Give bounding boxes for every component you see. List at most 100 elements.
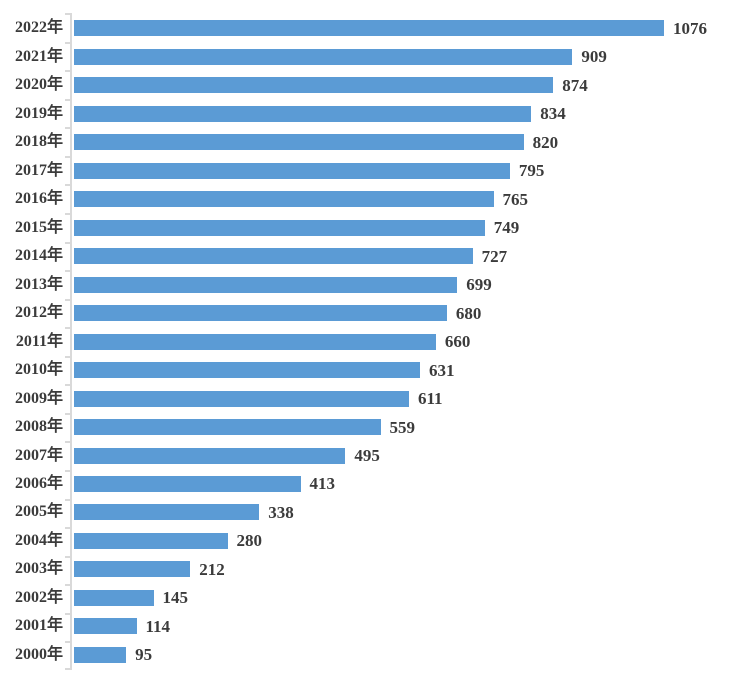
value-label: 1076 <box>673 18 707 38</box>
axis-tick <box>65 470 70 472</box>
bar-row: 2017年 795 <box>0 156 750 184</box>
axis-tick <box>65 70 70 72</box>
bar <box>74 134 524 151</box>
value-label: 909 <box>581 47 607 67</box>
plot-area: 145 <box>63 584 750 612</box>
bar <box>74 618 137 635</box>
bar-row: 2013年 699 <box>0 270 750 298</box>
bar <box>74 504 260 521</box>
bar <box>74 333 436 350</box>
bar <box>74 305 447 322</box>
value-label: 699 <box>466 275 492 295</box>
value-label: 559 <box>389 417 416 437</box>
plot-area: 834 <box>63 99 750 127</box>
plot-area: 749 <box>63 213 750 241</box>
bar-row: 2018年 820 <box>0 128 750 156</box>
bar <box>74 219 485 236</box>
axis-tick <box>65 668 70 670</box>
bar-row: 2014年 727 <box>0 242 750 270</box>
axis-tick <box>65 613 70 615</box>
bar <box>74 20 664 37</box>
category-label: 2015年 <box>14 218 63 236</box>
bar <box>74 77 554 94</box>
value-label: 749 <box>493 218 520 238</box>
value-label: 834 <box>540 104 566 124</box>
axis-tick <box>65 156 70 158</box>
bar <box>74 447 346 464</box>
category-label: 2007年 <box>14 446 63 464</box>
bar-row: 2005年 338 <box>0 498 750 526</box>
category-label: 2009年 <box>14 389 63 407</box>
axis-tick <box>65 527 70 529</box>
bar-row: 2016年 765 <box>0 185 750 213</box>
plot-area: 795 <box>63 156 750 184</box>
bar-row: 2002年 145 <box>0 584 750 612</box>
category-label: 2008年 <box>14 418 63 436</box>
axis-tick <box>65 13 70 15</box>
bar <box>74 475 301 492</box>
bar <box>74 561 191 578</box>
plot-area: 909 <box>63 42 750 70</box>
value-label: 874 <box>562 75 588 95</box>
value-label: 495 <box>354 446 380 465</box>
value-label: 114 <box>145 616 171 636</box>
axis-tick <box>65 99 70 101</box>
axis-tick <box>65 356 70 358</box>
bar-row: 2000年 95 <box>0 641 750 669</box>
plot-area: 874 <box>63 71 750 99</box>
bar <box>74 276 458 293</box>
plot-area: 631 <box>63 356 750 384</box>
value-label: 795 <box>518 161 545 181</box>
bar-row: 2022年 1076 <box>0 14 750 42</box>
plot-area: 559 <box>63 413 750 441</box>
axis-tick <box>65 556 70 558</box>
value-label: 280 <box>236 531 263 551</box>
bar-row: 2007年 495 <box>0 441 750 469</box>
category-label: 2001年 <box>14 617 63 635</box>
bar-row: 2015年 749 <box>0 213 750 241</box>
axis-tick <box>65 499 70 501</box>
plot-area: 212 <box>63 555 750 583</box>
value-label: 727 <box>481 246 508 266</box>
bar <box>74 362 420 379</box>
bar <box>74 191 494 208</box>
category-label: 2021年 <box>14 47 63 65</box>
axis-tick <box>65 299 70 301</box>
bar <box>74 48 573 65</box>
bar <box>74 532 228 549</box>
plot-area: 495 <box>63 441 750 469</box>
category-label: 2010年 <box>14 361 63 379</box>
axis-tick <box>65 42 70 44</box>
plot-area: 95 <box>63 641 750 669</box>
bar-row: 2011年 660 <box>0 327 750 355</box>
y-axis-line <box>65 13 72 670</box>
category-label: 2003年 <box>14 560 63 578</box>
bar-row: 2003年 212 <box>0 555 750 583</box>
bar-row: 2006年 413 <box>0 470 750 498</box>
value-label: 820 <box>532 132 559 152</box>
plot-area: 765 <box>63 185 750 213</box>
value-label: 95 <box>135 645 153 665</box>
plot-area: 660 <box>63 327 750 355</box>
value-label: 338 <box>268 502 294 522</box>
plot-area: 611 <box>63 384 750 412</box>
bar <box>74 162 510 179</box>
axis-tick <box>65 641 70 643</box>
axis-tick <box>65 413 70 415</box>
axis-tick <box>65 270 70 272</box>
value-label: 611 <box>418 389 443 409</box>
plot-area: 413 <box>63 470 750 498</box>
value-label: 631 <box>429 360 455 380</box>
axis-tick <box>65 441 70 443</box>
category-label: 2005年 <box>14 503 63 521</box>
axis-tick <box>65 213 70 215</box>
category-label: 2012年 <box>14 304 63 322</box>
axis-tick <box>65 242 70 244</box>
plot-area: 280 <box>63 527 750 555</box>
category-label: 2000年 <box>14 645 63 663</box>
value-label: 660 <box>444 332 471 352</box>
bar-row: 2021年 909 <box>0 42 750 70</box>
value-label: 145 <box>162 588 189 608</box>
bar-row: 2008年 559 <box>0 413 750 441</box>
